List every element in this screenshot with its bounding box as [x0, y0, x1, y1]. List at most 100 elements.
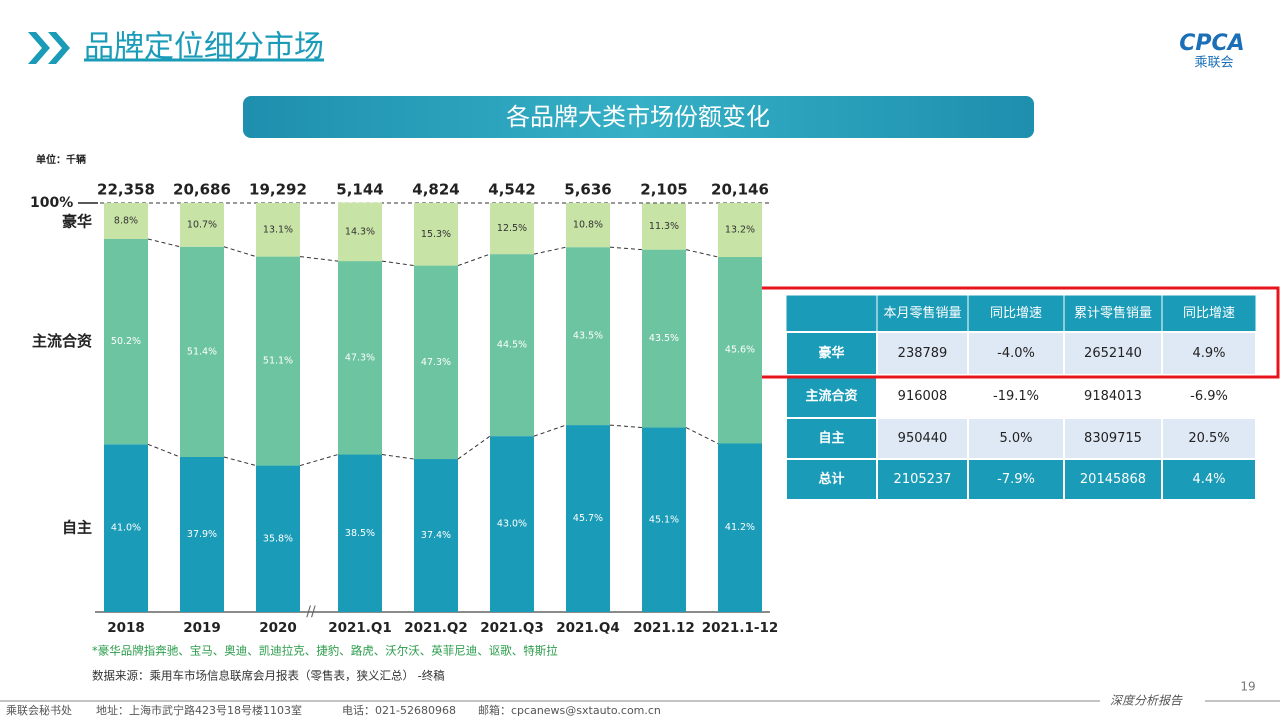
- cell-text: 20.5%: [1188, 431, 1229, 446]
- bar-segment: [642, 427, 686, 612]
- unit-label: 单位：千辆: [36, 153, 86, 166]
- bar-segment: [490, 254, 534, 437]
- column-header: 同比增速: [990, 306, 1042, 321]
- value-label: 44.5%: [497, 340, 527, 351]
- value-label: 38.5%: [345, 528, 375, 539]
- connector: [381, 260, 415, 267]
- footer-tag: 深度分析报告: [1110, 694, 1183, 708]
- connector: [299, 256, 339, 262]
- cell-text: -4.0%: [997, 346, 1035, 361]
- value-label: 12.5%: [497, 223, 527, 234]
- footer-address: 地址：上海市武宁路423号18号楼1103室: [96, 703, 302, 717]
- bar-segment: [718, 256, 762, 444]
- connector: [223, 456, 257, 467]
- y-tick-label: 100%: [30, 195, 73, 211]
- connector: [457, 435, 491, 460]
- cell-text: 238789: [898, 346, 948, 361]
- table-cell: [967, 458, 1065, 501]
- cell-text: -7.9%: [997, 472, 1035, 487]
- row-header: 自主: [818, 430, 844, 446]
- bar-segment: [180, 456, 224, 612]
- header-cell: [785, 294, 878, 333]
- value-label: 43.5%: [649, 333, 679, 344]
- cell-text: 950440: [898, 431, 948, 446]
- bar-segment: [718, 443, 762, 612]
- table-cell: [1063, 417, 1163, 460]
- connector: [147, 238, 181, 248]
- bar-segment: [642, 203, 686, 250]
- bar-segment: [642, 249, 686, 428]
- bar-segment: [566, 203, 610, 248]
- header-cell: [1161, 294, 1257, 333]
- bar-segment: [566, 247, 610, 426]
- value-label: 51.1%: [263, 356, 293, 367]
- connector: [299, 454, 339, 467]
- bar-segment: [104, 203, 148, 239]
- column-header: 本月零售销量: [883, 305, 961, 321]
- page-number: 19: [1240, 680, 1255, 694]
- total-label: 5,144: [336, 181, 383, 199]
- x-tick-label: 2021.1-12: [702, 620, 779, 636]
- row-header: 总计: [818, 471, 844, 487]
- logo: CPCA: [1179, 31, 1244, 56]
- value-label: 37.4%: [421, 530, 451, 541]
- total-label: 22,358: [97, 181, 155, 199]
- connector: [381, 454, 415, 460]
- cell-text: 2652140: [1084, 346, 1142, 361]
- total-label: 20,146: [711, 181, 769, 199]
- logo-sub: 乘联会: [1194, 56, 1233, 71]
- total-label: 4,542: [488, 181, 535, 199]
- bar-segment: [414, 203, 458, 266]
- value-label: 37.9%: [187, 529, 217, 540]
- column-header: 同比增速: [1183, 306, 1235, 321]
- page-title: 品牌定位细分市场: [84, 30, 324, 65]
- total-label: 2,105: [640, 181, 687, 199]
- total-label: 5,636: [564, 181, 611, 199]
- table-cell: [785, 417, 878, 460]
- connector: [685, 249, 719, 258]
- row-header: 主流合资: [805, 388, 857, 404]
- table-cell: [876, 458, 969, 501]
- value-label: 41.2%: [725, 522, 755, 533]
- row-header: 豪华: [818, 345, 844, 361]
- value-label: 47.3%: [421, 357, 451, 368]
- table-cell: [1063, 458, 1163, 501]
- value-label: 47.3%: [345, 352, 375, 363]
- value-label: 35.8%: [263, 533, 293, 544]
- chart-title-band: [243, 96, 1034, 138]
- connector: [147, 443, 181, 458]
- connector: [609, 246, 643, 251]
- bar-segment: [338, 261, 382, 455]
- value-label: 10.8%: [573, 220, 603, 231]
- x-tick-label: 2021.Q3: [480, 620, 544, 636]
- table-cell: [967, 417, 1065, 460]
- cell-text: 8309715: [1084, 431, 1142, 446]
- x-tick-label: 2019: [183, 620, 221, 636]
- series-label: 自主: [62, 519, 92, 537]
- connector: [533, 424, 567, 437]
- value-label: 13.2%: [725, 224, 755, 235]
- value-label: 8.8%: [114, 215, 138, 226]
- note: *豪华品牌指奔驰、宝马、奥迪、凯迪拉克、捷豹、路虎、沃尔沃、英菲尼迪、讴歌、特斯…: [92, 644, 558, 658]
- bar-segment: [256, 465, 300, 612]
- series-label: 豪华: [62, 213, 92, 231]
- value-label: 41.0%: [111, 523, 141, 534]
- connector: [457, 253, 491, 267]
- cell-text: -6.9%: [1190, 389, 1228, 404]
- table-cell: [876, 331, 969, 376]
- header-cell: [876, 294, 969, 333]
- connector: [533, 246, 567, 255]
- bar-segment: [566, 425, 610, 612]
- value-label: 45.6%: [725, 345, 755, 356]
- table-cell: [1161, 417, 1257, 460]
- table-cell: [1161, 458, 1257, 501]
- value-label: 50.2%: [111, 336, 141, 347]
- connector: [685, 427, 719, 444]
- x-tick-label: 2021.12: [633, 620, 695, 636]
- value-label: 45.7%: [573, 513, 603, 524]
- footer-email: 邮箱：cpcanews@sxtauto.com.cn: [478, 703, 661, 717]
- bar-segment: [104, 444, 148, 612]
- total-label: 4,824: [412, 181, 459, 199]
- bar-segment: [338, 454, 382, 612]
- column-header: 累计零售销量: [1074, 305, 1152, 321]
